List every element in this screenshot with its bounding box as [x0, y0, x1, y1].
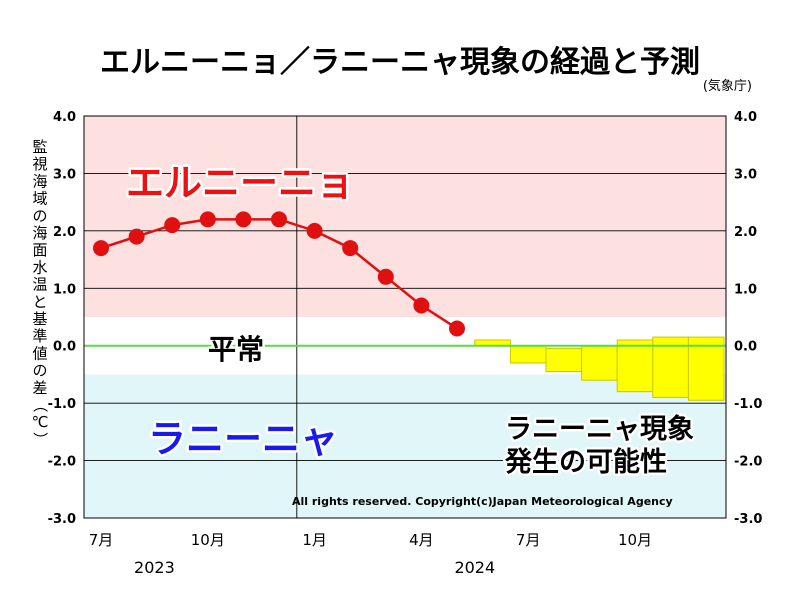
y-label-char-11: 準 [32, 327, 47, 345]
y-tick-left-3: 1.0 [53, 282, 76, 297]
y-tick-left-1: 3.0 [53, 167, 76, 182]
y-tick-left-4: 0.0 [53, 340, 76, 355]
y-label-char-1: 視 [32, 155, 47, 173]
y-tick-right-0: 4.0 [734, 110, 757, 125]
y-label-char-6: 面 [32, 241, 47, 259]
region-2 [84, 374, 726, 518]
observed-point-3 [199, 211, 216, 228]
la-nina-label: ラニーニャ [148, 417, 338, 461]
x-tick-4: 7月 [516, 531, 541, 549]
y-label-char-4: の [32, 207, 47, 225]
forecast-box-3 [581, 345, 618, 381]
observed-point-10 [449, 320, 465, 337]
forecast-box-6 [687, 336, 725, 401]
observed-point-1 [128, 228, 145, 245]
forecast-box-1 [509, 345, 547, 364]
forecast-box-4 [616, 339, 654, 393]
y-label-char-7: 水 [32, 258, 47, 276]
y-tick-left-7: -3.0 [48, 512, 76, 527]
observed-point-8 [377, 268, 394, 285]
y-label-char-5: 海 [32, 224, 47, 242]
chart-title: エルニーニョ／ラニーニャ現象の経過と予測 [100, 45, 700, 80]
y-label-char-13: の [32, 362, 47, 380]
x-ticks: 7月 10月 1月 4月 7月 10月 2023 2024 [89, 531, 652, 577]
observed-point-2 [164, 217, 181, 234]
y-label-char-10: 基 [32, 310, 47, 328]
y-label-char-12: 値 [32, 344, 47, 362]
y-tick-left-5: -1.0 [48, 397, 76, 412]
year-label-0: 2023 [134, 558, 175, 577]
observed-series [93, 211, 465, 337]
y-tick-right-7: -3.0 [734, 512, 762, 527]
observed-point-7 [342, 240, 359, 257]
year-label-1: 2024 [454, 558, 495, 577]
chart-subtitle: (気象庁) [703, 78, 752, 94]
y-label-char-3: 域 [32, 190, 47, 208]
observed-point-6 [306, 222, 323, 239]
y-label-char-8: 温 [32, 276, 47, 294]
forecast-note-line2: 発生の可能性 [504, 446, 667, 478]
forecast-range [474, 336, 725, 401]
forecast-note-line1: ラニーニャ現象 [505, 413, 694, 445]
y-label-char-0: 監 [32, 138, 47, 156]
observed-point-5 [271, 211, 287, 228]
y-tick-right-5: -1.0 [734, 397, 762, 412]
y-label-char-15: （ [31, 397, 49, 412]
x-tick-2: 1月 [302, 531, 327, 549]
el-nino-label: エルニーニョ [126, 161, 354, 205]
copyright-notice: All rights reserved. Copyright(c)Japan M… [292, 495, 673, 508]
x-tick-5: 10月 [618, 531, 652, 549]
observed-point-4 [235, 211, 252, 228]
y-tick-left-2: 2.0 [53, 225, 76, 240]
y-tick-right-4: 0.0 [734, 340, 757, 355]
y-label-char-16: ℃ [32, 413, 49, 431]
region-0 [84, 116, 726, 317]
y-label-char-14: 差 [32, 379, 47, 397]
normal-label: 平常 [208, 333, 264, 366]
x-tick-3: 4月 [409, 531, 434, 549]
y-ticks-right: 4.0 3.0 2.0 1.0 0.0 -1.0 -2.0 -3.0 [734, 110, 762, 527]
y-ticks-left: 4.0 3.0 2.0 1.0 0.0 -1.0 -2.0 -3.0 [48, 110, 76, 527]
y-tick-right-6: -2.0 [734, 455, 762, 470]
x-tick-0: 7月 [89, 531, 114, 549]
y-tick-left-0: 4.0 [53, 110, 76, 125]
forecast-box-2 [545, 348, 583, 373]
y-tick-left-6: -2.0 [48, 455, 76, 470]
grid-lines [84, 116, 726, 518]
plot-frame [83, 115, 727, 519]
y-tick-right-1: 3.0 [734, 167, 757, 182]
x-tick-1: 10月 [191, 531, 225, 549]
y-label-char-17: ） [31, 432, 49, 447]
y-tick-right-2: 2.0 [734, 225, 757, 240]
observed-point-0 [93, 240, 109, 257]
y-tick-right-3: 1.0 [734, 282, 757, 297]
observed-point-9 [413, 297, 430, 314]
y-label-char-2: 海 [32, 172, 47, 190]
y-label-char-9: と [32, 293, 47, 311]
